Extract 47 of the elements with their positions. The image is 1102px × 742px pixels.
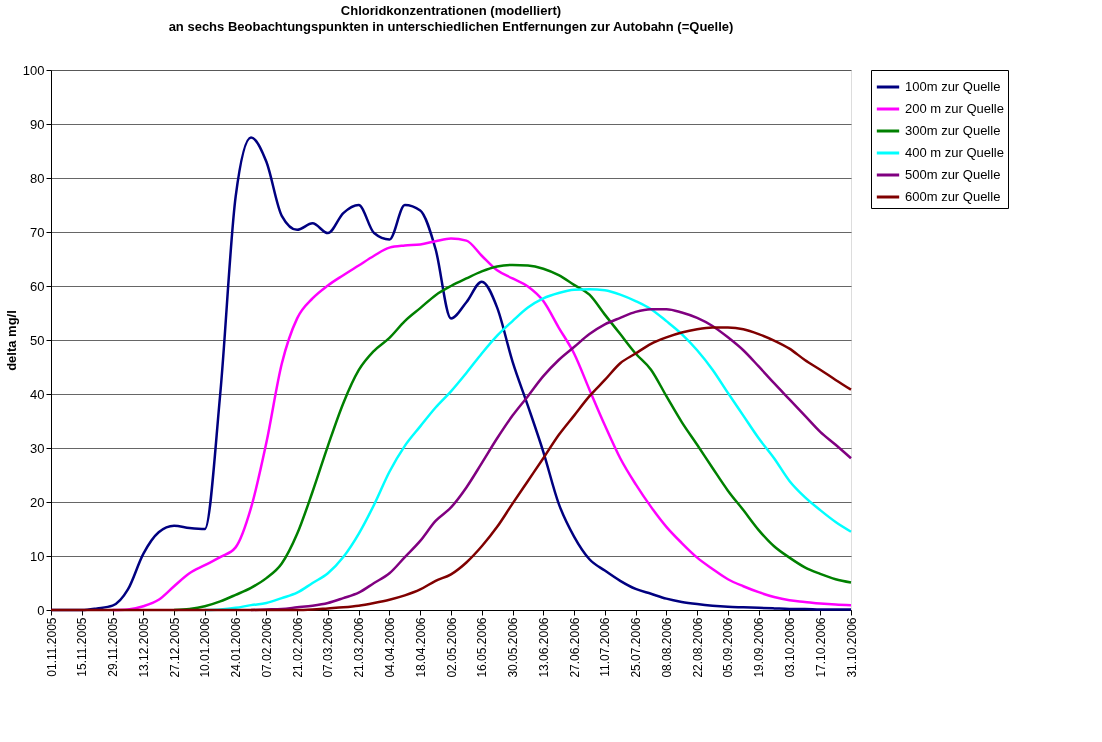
x-tick-label: 24.01.2006 <box>229 617 244 678</box>
legend-label: 300m zur Quelle <box>905 123 1001 138</box>
y-tick-label: 90 <box>30 116 45 132</box>
legend-label: 400 m zur Quelle <box>905 145 1004 160</box>
x-tick-label: 27.06.2006 <box>567 617 582 678</box>
y-tick-label: 80 <box>30 170 45 186</box>
y-tick-label: 0 <box>37 602 45 618</box>
x-tick-label: 07.02.2006 <box>259 617 274 678</box>
x-tick-label: 02.05.2006 <box>444 617 459 678</box>
x-tick-label: 21.03.2006 <box>352 617 367 678</box>
x-tick-label: 13.12.2005 <box>136 617 151 678</box>
y-tick-label: 50 <box>30 332 45 348</box>
x-tick-label: 30.05.2006 <box>506 617 521 678</box>
y-tick-label: 30 <box>30 440 45 456</box>
x-tick-label: 11.07.2006 <box>598 617 613 677</box>
x-tick-label: 27.12.2005 <box>167 617 182 678</box>
x-tick-label: 22.08.2006 <box>690 617 705 678</box>
x-tick-label: 03.10.2006 <box>782 617 797 678</box>
chart-subtitle: an sechs Beobachtungspunkten in unterschiedlichen Entfernungen zur Autobahn (=Quelle) <box>168 19 734 34</box>
y-tick-label: 10 <box>30 548 45 564</box>
x-tick-label: 15.11.2005 <box>75 617 90 677</box>
x-tick-label: 05.09.2006 <box>721 617 736 678</box>
x-tick-label: 18.04.2006 <box>413 617 428 678</box>
x-tick-label: 19.09.2006 <box>752 617 767 678</box>
x-tick-label: 25.07.2006 <box>629 617 644 678</box>
y-tick-label: 100 <box>22 62 45 78</box>
x-tick-label: 13.06.2006 <box>536 617 551 678</box>
y-tick-label: 40 <box>30 386 45 402</box>
legend-label: 200 m zur Quelle <box>905 101 1004 116</box>
x-tick-label: 21.02.2006 <box>290 617 305 678</box>
x-tick-label: 29.11.2005 <box>106 617 121 677</box>
legend-label: 100m zur Quelle <box>905 79 1001 94</box>
legend-label: 500m zur Quelle <box>905 167 1001 182</box>
x-tick-label: 16.05.2006 <box>475 617 490 678</box>
y-tick-label: 60 <box>30 278 45 294</box>
legend-label: 600m zur Quelle <box>905 189 1001 204</box>
x-tick-label: 17.10.2006 <box>813 617 828 678</box>
chart-title: Chloridkonzentrationen (modelliert) <box>340 3 562 18</box>
x-tick-label: 07.03.2006 <box>321 617 336 678</box>
x-tick-label: 08.08.2006 <box>659 617 674 678</box>
x-tick-label: 04.04.2006 <box>382 617 397 678</box>
x-tick-label: 10.01.2006 <box>198 617 213 678</box>
y-tick-label: 20 <box>30 494 45 510</box>
y-axis-title: delta mg/l <box>3 310 19 371</box>
x-tick-label: 01.11.2005 <box>44 617 59 677</box>
y-tick-label: 70 <box>30 224 45 240</box>
x-tick-label: 31.10.2006 <box>844 617 859 678</box>
